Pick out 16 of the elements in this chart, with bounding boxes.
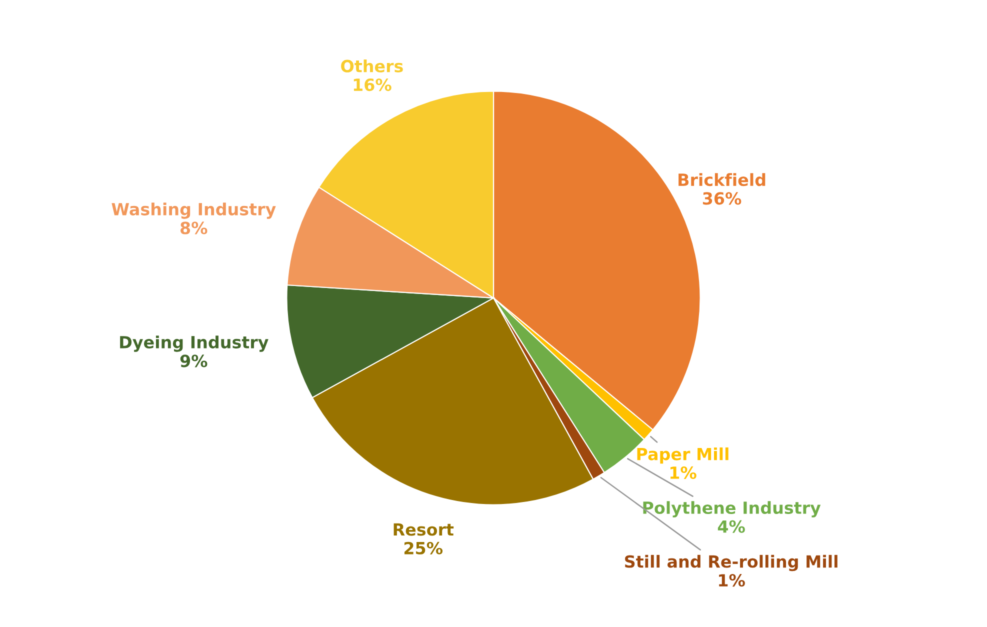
- data-label: 1%: [670, 466, 696, 480]
- data-label: 1%: [719, 574, 745, 587]
- data-label: 16%: [354, 78, 392, 92]
- slice-label: Washing Industry: [112, 202, 276, 219]
- data-label: 36%: [702, 192, 742, 205]
- slice-label: Still and Re-rolling Mill: [625, 554, 838, 572]
- data-label: 25%: [404, 542, 443, 554]
- slice-label: Dyeing Industry: [120, 336, 268, 352]
- data-label: 9%: [180, 354, 208, 368]
- slice-label: Resort: [394, 523, 454, 536]
- data-label: 8%: [180, 222, 208, 234]
- slice-label: Others: [341, 60, 403, 72]
- slice-label: Brickfield: [678, 173, 766, 186]
- slice-label: Paper Mill: [637, 447, 728, 464]
- data-label: 4%: [718, 520, 745, 533]
- slice-label: Polythene Industry: [643, 501, 821, 518]
